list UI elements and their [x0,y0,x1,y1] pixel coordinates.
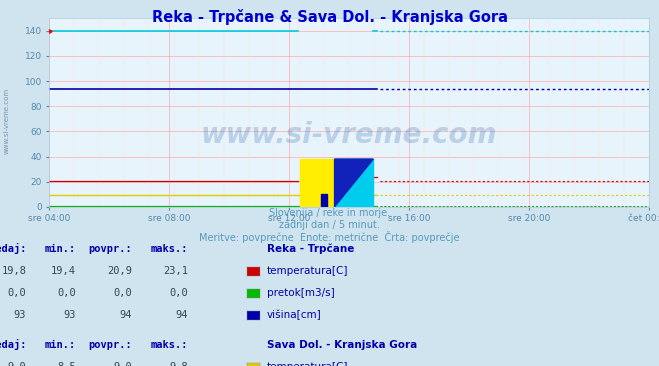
Text: povpr.:: povpr.: [88,244,132,254]
Text: 0,0: 0,0 [113,288,132,298]
Text: Sava Dol. - Kranjska Gora: Sava Dol. - Kranjska Gora [267,340,417,350]
Text: povpr.:: povpr.: [88,340,132,350]
Text: 19,8: 19,8 [1,266,26,276]
Text: Reka - Trpčane & Sava Dol. - Kranjska Gora: Reka - Trpčane & Sava Dol. - Kranjska Go… [152,9,507,25]
Text: temperatura[C]: temperatura[C] [267,362,349,366]
Text: min.:: min.: [45,340,76,350]
Text: maks.:: maks.: [150,340,188,350]
Text: www.si-vreme.com: www.si-vreme.com [201,121,498,149]
Text: min.:: min.: [45,244,76,254]
Text: 19,4: 19,4 [51,266,76,276]
Text: 8,5: 8,5 [57,362,76,366]
Text: 9,0: 9,0 [113,362,132,366]
Text: 94: 94 [119,310,132,320]
Text: Meritve: povprečne  Enote: metrične  Črta: povprečje: Meritve: povprečne Enote: metrične Črta:… [199,231,460,243]
Text: www.si-vreme.com: www.si-vreme.com [3,88,10,154]
Text: 93: 93 [63,310,76,320]
Text: višina[cm]: višina[cm] [267,310,322,320]
Text: 20,9: 20,9 [107,266,132,276]
Text: sedaj:: sedaj: [0,243,26,254]
Text: sedaj:: sedaj: [0,339,26,350]
Text: 94: 94 [175,310,188,320]
Text: 93: 93 [14,310,26,320]
Text: temperatura[C]: temperatura[C] [267,266,349,276]
Text: maks.:: maks.: [150,244,188,254]
Bar [300,159,335,207]
Text: pretok[m3/s]: pretok[m3/s] [267,288,335,298]
Text: zadnji dan / 5 minut.: zadnji dan / 5 minut. [279,220,380,229]
Polygon shape [335,159,373,207]
Text: Slovenija / reke in morje.: Slovenija / reke in morje. [269,208,390,218]
Text: 9,8: 9,8 [169,362,188,366]
Bar [335,159,373,207]
Text: 23,1: 23,1 [163,266,188,276]
Text: 0,0: 0,0 [57,288,76,298]
Text: 9,0: 9,0 [8,362,26,366]
Text: 0,0: 0,0 [8,288,26,298]
Text: 0,0: 0,0 [169,288,188,298]
Text: Reka - Trpčane: Reka - Trpčane [267,244,355,254]
Bar [321,194,328,207]
